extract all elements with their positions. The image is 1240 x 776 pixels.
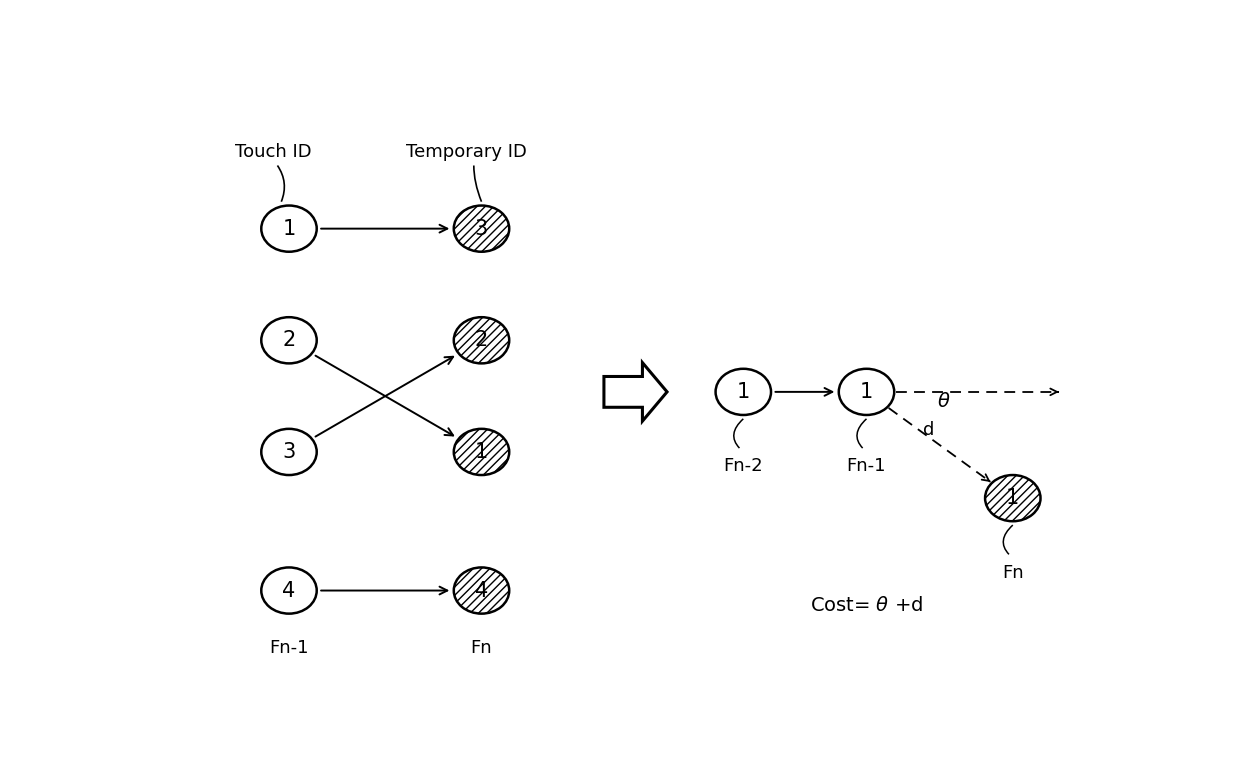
Text: d: d — [924, 421, 935, 439]
Polygon shape — [604, 362, 667, 421]
Text: $\theta$: $\theta$ — [936, 392, 950, 411]
Text: 1: 1 — [859, 382, 873, 402]
Text: Fn: Fn — [1002, 563, 1023, 581]
Ellipse shape — [262, 317, 316, 363]
Text: Fn: Fn — [471, 639, 492, 657]
Ellipse shape — [838, 369, 894, 415]
Ellipse shape — [454, 429, 510, 475]
Ellipse shape — [262, 206, 316, 251]
Text: 2: 2 — [475, 331, 489, 350]
Text: Fn-1: Fn-1 — [847, 457, 887, 476]
Text: 1: 1 — [283, 219, 295, 239]
Ellipse shape — [454, 317, 510, 363]
Text: Fn-1: Fn-1 — [269, 639, 309, 657]
Text: 4: 4 — [283, 580, 295, 601]
Text: 1: 1 — [1006, 488, 1019, 508]
Text: 1: 1 — [737, 382, 750, 402]
Ellipse shape — [715, 369, 771, 415]
Ellipse shape — [985, 475, 1040, 521]
Text: 3: 3 — [283, 442, 295, 462]
Ellipse shape — [262, 567, 316, 614]
Text: Temporary ID: Temporary ID — [405, 143, 527, 161]
Text: 2: 2 — [283, 331, 295, 350]
Text: Cost= $\it{\theta}$ +d: Cost= $\it{\theta}$ +d — [810, 597, 923, 615]
Ellipse shape — [454, 206, 510, 251]
Text: 4: 4 — [475, 580, 489, 601]
Text: 1: 1 — [475, 442, 489, 462]
Text: Touch ID: Touch ID — [236, 143, 311, 161]
Ellipse shape — [454, 567, 510, 614]
Ellipse shape — [262, 429, 316, 475]
Text: 3: 3 — [475, 219, 489, 239]
Text: Fn-2: Fn-2 — [723, 457, 763, 476]
